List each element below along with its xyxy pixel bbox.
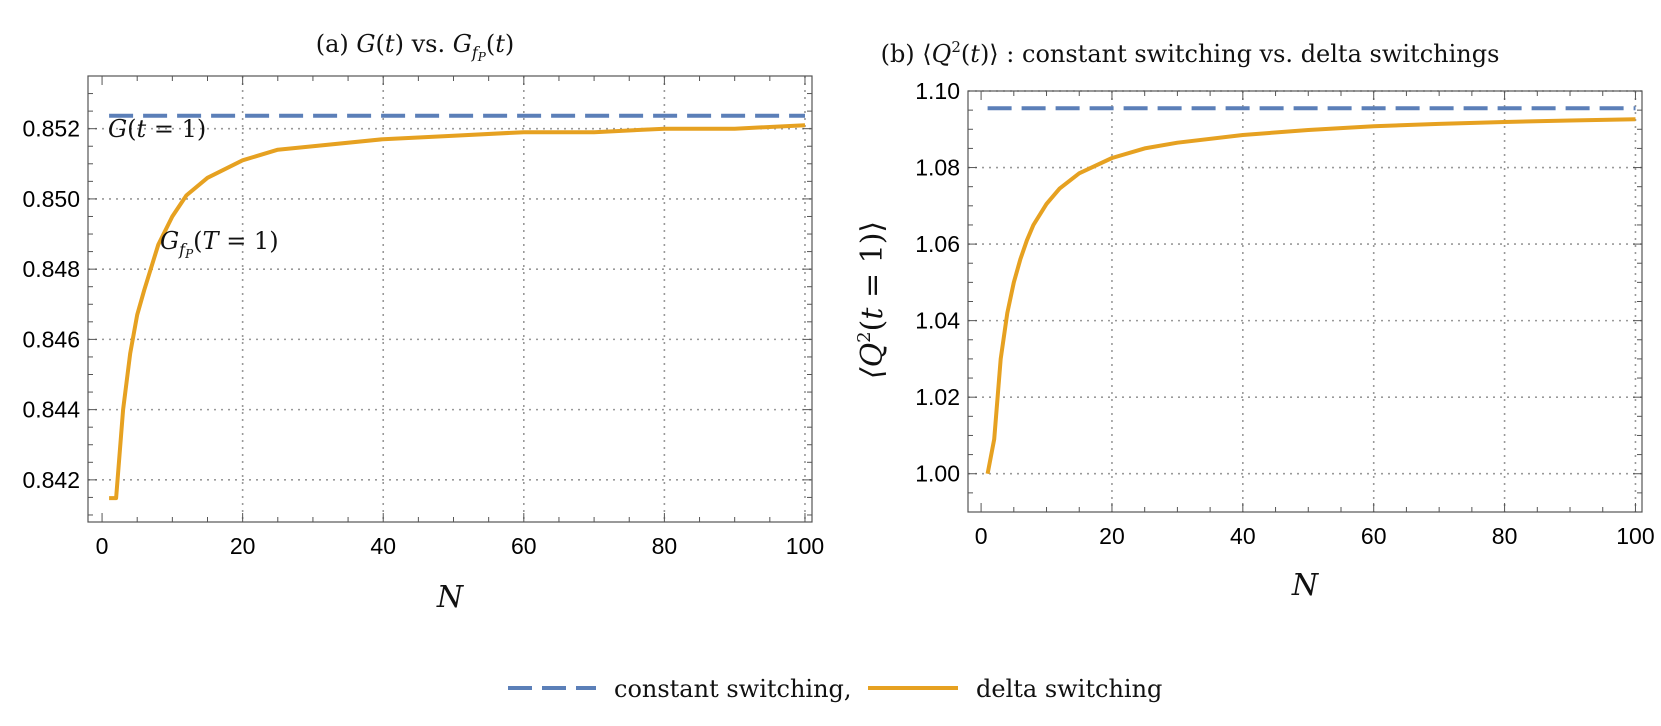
legend-delta-label: delta switching — [976, 675, 1162, 703]
panel-a-xtick-label-3: 60 — [511, 533, 537, 559]
panel-b-xtick-label-5: 100 — [1616, 523, 1654, 549]
panel-b-xlabel: N — [1291, 568, 1320, 603]
legend: constant switching, delta switching — [508, 675, 1162, 703]
panel-a-series — [109, 113, 806, 501]
panel-a-xlabel: N — [436, 580, 465, 615]
panel-a-title: (a) G(t) vs. GfP(t) — [316, 30, 515, 64]
panel-b-xtick-label-4: 80 — [1492, 523, 1518, 549]
panel-a-xtick-label-4: 80 — [652, 533, 678, 559]
panel-a-ytick-label-1: 0.844 — [22, 397, 80, 423]
panel-b-ticks — [968, 90, 1642, 513]
annotation-gfp-t1: GfP(T = 1) — [160, 227, 279, 261]
panel-a-ticks — [88, 75, 812, 522]
annotation-g-t1: G(t = 1) — [108, 115, 206, 143]
panel-b-ytick-label-1: 1.02 — [915, 384, 960, 410]
panel-b-ytick-label-5: 1.10 — [915, 78, 960, 104]
panel-b-delta-switching-line — [985, 117, 1636, 475]
panel-a-ytick-label-4: 0.850 — [22, 186, 80, 212]
panel-b-ytick-label-0: 1.00 — [915, 461, 960, 487]
panel-b-grid — [968, 90, 1642, 512]
panel-b-series — [985, 106, 1636, 475]
panel-a-ytick-label-3: 0.848 — [22, 256, 80, 282]
panel-b-ytick-label-4: 1.08 — [915, 155, 960, 181]
panel-b: (b) ⟨Q2(t)⟩ : constant switching vs. del… — [854, 38, 1655, 603]
panel-a-xtick-label-1: 20 — [230, 533, 256, 559]
panel-a: (a) G(t) vs. GfP(t) 0 20 40 60 80 100 0.842 0.8… — [22, 30, 824, 615]
panel-b-ylabel: ⟨Q2(t = 1)⟩ — [854, 221, 890, 379]
panel-a-tick-labels: 0 20 40 60 80 100 0.842 0.844 0.846 0.848 0.850 0.8… — [22, 116, 824, 559]
panel-b-xtick-label-3: 60 — [1361, 523, 1387, 549]
panel-b-frame — [967, 90, 1643, 513]
panel-b-ytick-label-2: 1.04 — [915, 308, 960, 334]
legend-constant-label: constant switching, — [614, 675, 852, 703]
panel-a-ytick-label-0: 0.842 — [22, 467, 80, 493]
panel-b-title: (b) ⟨Q2(t)⟩ : constant switching vs. del… — [881, 38, 1500, 68]
panel-a-ytick-label-5: 0.852 — [22, 116, 80, 142]
panel-b-xtick-label-1: 20 — [1099, 523, 1125, 549]
panel-b-ytick-label-3: 1.06 — [915, 231, 960, 257]
panel-b-tick-labels: 0 20 40 60 80 100 1.00 1.02 1.04 1.06 1.08 1.10 — [915, 78, 1654, 549]
panel-a-delta-switching-line — [109, 123, 806, 501]
panel-a-xtick-label-2: 40 — [370, 533, 396, 559]
panel-a-frame — [87, 75, 813, 523]
panel-a-xtick-label-0: 0 — [96, 533, 109, 559]
panel-b-xtick-label-0: 0 — [975, 523, 988, 549]
panel-a-ytick-label-2: 0.846 — [22, 326, 80, 352]
panel-b-xtick-label-2: 40 — [1230, 523, 1256, 549]
panel-a-xtick-label-5: 100 — [786, 533, 824, 559]
